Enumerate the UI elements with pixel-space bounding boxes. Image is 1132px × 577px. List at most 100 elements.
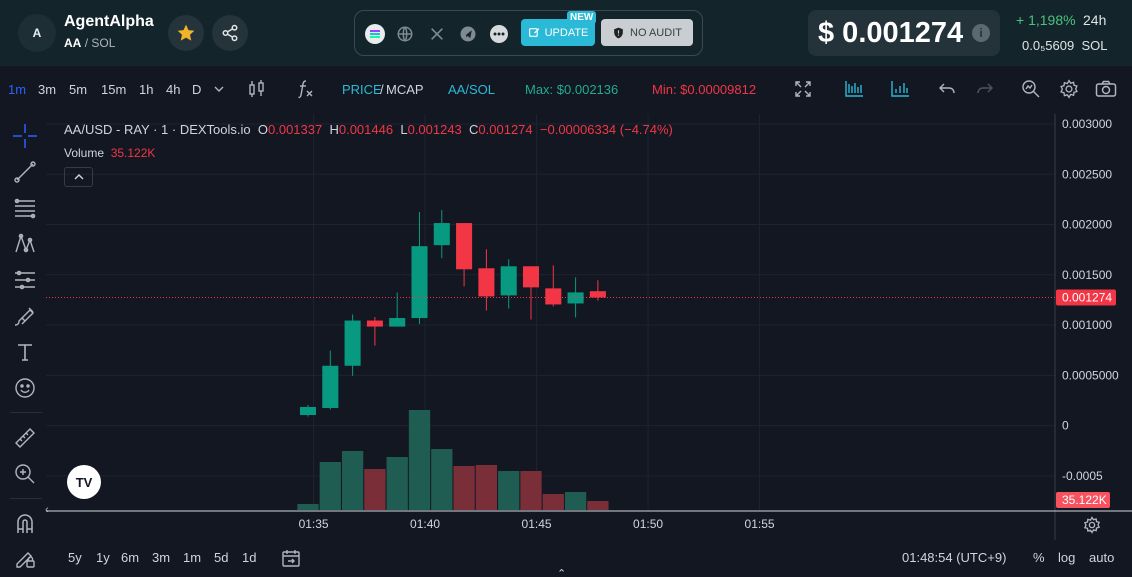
price-axis-tick: 0.002000 xyxy=(1062,218,1112,232)
candle-body xyxy=(389,318,406,327)
more-icon[interactable] xyxy=(489,24,509,44)
crosshair-icon xyxy=(13,124,37,148)
collapse-tools-icon[interactable]: ‹ xyxy=(45,504,49,516)
solana-icon[interactable] xyxy=(365,24,385,44)
price-panel: $ 0.001274 i xyxy=(808,10,1000,56)
smiley-icon xyxy=(15,378,35,398)
trend-line-tool[interactable] xyxy=(11,158,39,186)
tools-divider xyxy=(10,498,42,499)
volume-bar xyxy=(453,466,475,510)
brush-tool[interactable] xyxy=(11,302,39,330)
token-header: A AgentAlpha AA / SOL UPDATE NEW NO AUD xyxy=(0,0,1132,66)
text-icon xyxy=(18,344,32,361)
min-price: Min: $0.00009812 xyxy=(652,82,757,97)
candle-body xyxy=(366,320,383,327)
sol-price-unit: SOL xyxy=(1081,38,1108,53)
chart-style-icon[interactable] xyxy=(843,78,865,100)
axis-settings-button[interactable] xyxy=(1083,516,1101,534)
globe-icon[interactable] xyxy=(395,24,415,44)
undo-icon[interactable] xyxy=(936,78,958,100)
fullscreen-icon[interactable] xyxy=(792,78,814,100)
price-axis-tick: 0.0005000 xyxy=(1062,368,1119,382)
timeframe-4h[interactable]: 4h xyxy=(166,82,181,97)
gear-icon xyxy=(1083,516,1101,534)
time-axis-tick: 01:50 xyxy=(633,517,663,531)
timeframe-1m[interactable]: 1m xyxy=(8,82,27,97)
share-button[interactable] xyxy=(212,15,248,51)
search-chart-icon[interactable] xyxy=(1020,78,1042,100)
goto-date-button[interactable] xyxy=(281,548,301,573)
candle-body xyxy=(322,365,339,408)
redo-icon[interactable] xyxy=(974,78,996,100)
price-toggle[interactable]: PRICE xyxy=(342,82,382,97)
volume-style-icon[interactable] xyxy=(889,78,911,100)
timezone-clock[interactable]: 01:48:54 (UTC+9) xyxy=(902,550,1007,565)
sol-price: 0.0₅5609 SOL xyxy=(1022,38,1107,53)
info-icon[interactable]: i xyxy=(972,24,990,42)
ruler-tool[interactable] xyxy=(11,424,39,452)
volume-legend-value: 35.122K xyxy=(110,146,156,160)
emoji-tool[interactable] xyxy=(11,374,39,402)
legend-change: −0.00006334 (−4.74%) xyxy=(539,122,673,137)
pair-toggle[interactable]: AA/SOL xyxy=(448,82,495,97)
candle-body xyxy=(545,288,562,305)
current-price: $ 0.001274 xyxy=(818,17,964,49)
volume-bar xyxy=(319,462,341,510)
legend-close-label: C xyxy=(469,122,479,137)
time-axis-tick: 01:40 xyxy=(410,517,440,531)
volume-bar xyxy=(341,451,364,510)
log-toggle[interactable]: log xyxy=(1058,550,1076,565)
auto-toggle[interactable]: auto xyxy=(1089,550,1115,565)
indicators-icon[interactable] xyxy=(294,78,316,100)
timeframe-15m[interactable]: 15m xyxy=(101,82,127,97)
crosshair-tool[interactable] xyxy=(11,122,39,150)
forecast-tool[interactable] xyxy=(11,266,39,294)
shield-icon xyxy=(614,27,623,38)
telegram-icon[interactable] xyxy=(458,24,478,44)
settings-icon[interactable] xyxy=(1058,78,1080,100)
magnet-tool[interactable] xyxy=(11,510,39,538)
scroll-up-icon[interactable]: ⌃ xyxy=(557,568,567,577)
timeframe-3m[interactable]: 3m xyxy=(38,82,57,97)
legend-high: 0.001446 xyxy=(338,122,394,137)
brush-icon xyxy=(14,307,34,326)
price-change-period: 24h xyxy=(1083,12,1107,28)
range-3m[interactable]: 3m xyxy=(152,550,171,565)
range-6m[interactable]: 6m xyxy=(121,550,140,565)
range-5y[interactable]: 5y xyxy=(68,550,82,565)
candle-type-icon[interactable] xyxy=(246,78,268,100)
lock-drawing-tool[interactable] xyxy=(11,544,39,572)
pattern-tool[interactable] xyxy=(11,230,39,258)
timeframe-dropdown-icon[interactable] xyxy=(208,78,230,100)
update-label: UPDATE xyxy=(544,26,589,39)
timeframe-5m[interactable]: 5m xyxy=(69,82,88,97)
camera-icon[interactable] xyxy=(1095,78,1117,100)
candle-body xyxy=(411,246,428,319)
favorite-button[interactable] xyxy=(168,15,204,51)
volume-bar xyxy=(542,494,564,510)
collapse-legend-button[interactable] xyxy=(64,167,93,187)
fib-tool[interactable] xyxy=(11,194,39,222)
range-1m[interactable]: 1m xyxy=(183,550,202,565)
tradingview-logo[interactable]: TV xyxy=(67,465,101,499)
volume-legend-label: Volume xyxy=(64,146,105,160)
chart-toolbar: 1m 3m 5m 15m 1h 4h D PRICE / MCAP AA/SOL… xyxy=(0,66,1132,114)
time-axis-tick: 01:55 xyxy=(745,517,775,531)
mcap-toggle[interactable]: MCAP xyxy=(386,82,424,97)
timeframe-d[interactable]: D xyxy=(192,82,202,97)
x-icon[interactable] xyxy=(427,24,447,44)
no-audit-button[interactable]: NO AUDIT xyxy=(601,19,693,46)
star-icon xyxy=(177,24,195,41)
timeframe-1h[interactable]: 1h xyxy=(139,82,154,97)
percent-toggle[interactable]: % xyxy=(1033,550,1045,565)
zoom-tool[interactable] xyxy=(11,460,39,488)
volume-bar xyxy=(431,449,453,510)
range-1y[interactable]: 1y xyxy=(96,550,110,565)
legend-close: 0.001274 xyxy=(478,122,533,137)
range-1d[interactable]: 1d xyxy=(242,550,257,565)
range-5d[interactable]: 5d xyxy=(214,550,229,565)
legend-high-label: H xyxy=(329,122,339,137)
volume-axis-badge xyxy=(1056,492,1110,508)
text-tool[interactable] xyxy=(11,338,39,366)
share-icon xyxy=(222,24,238,42)
